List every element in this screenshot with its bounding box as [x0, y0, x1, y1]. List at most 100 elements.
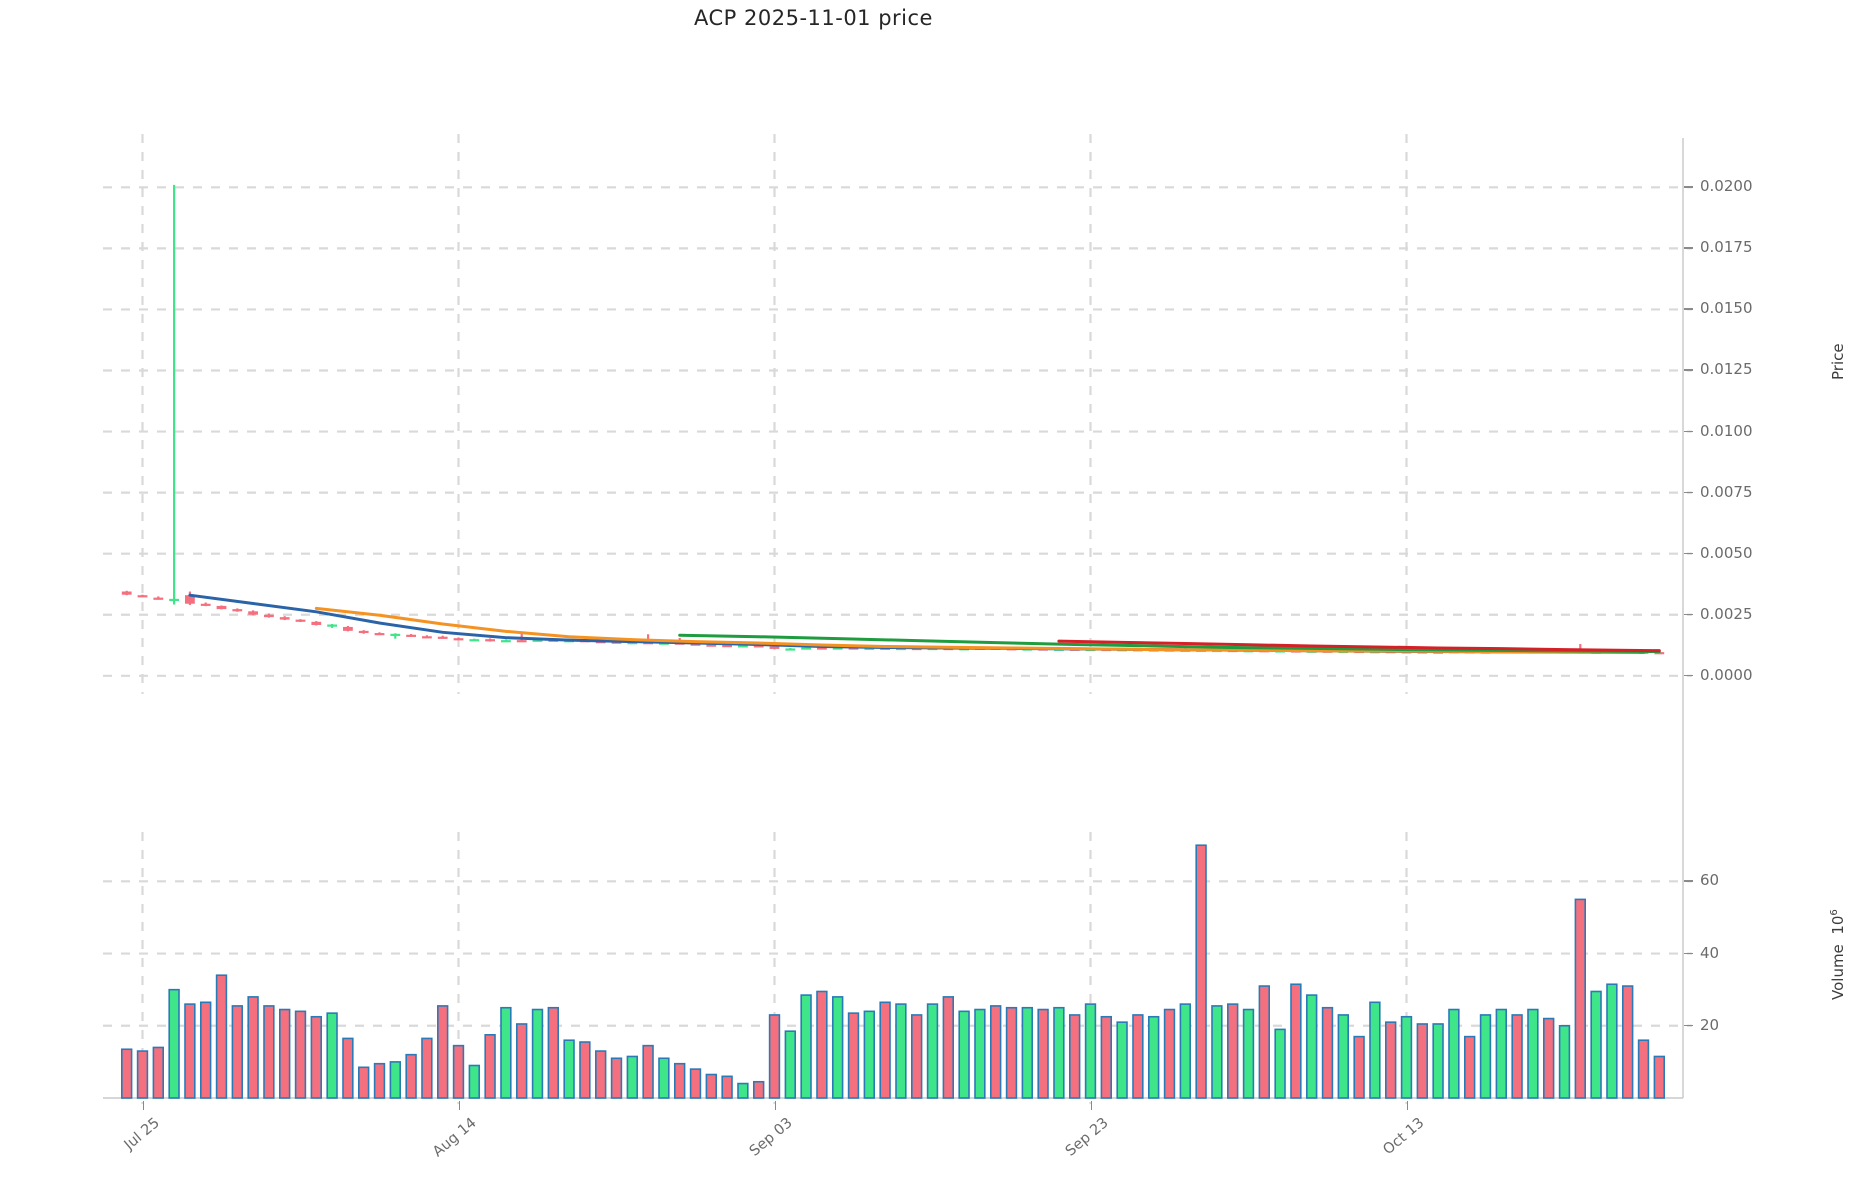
price-axis-tickmark [1684, 613, 1693, 616]
volume-axis-exponent: 106 [1829, 909, 1847, 940]
volume-series [121, 844, 1665, 1099]
volume-axis-tickmark [1684, 880, 1693, 882]
price-axis-tick-label: 0.0125 [1700, 360, 1753, 379]
price-panel [103, 134, 1692, 694]
volume-bar [1353, 1035, 1365, 1099]
volume-bar [974, 1008, 986, 1099]
volume-bar [279, 1008, 291, 1099]
candle-body [437, 636, 448, 639]
overlay-line-ma_green [678, 633, 1661, 654]
volume-bar [1590, 990, 1602, 1099]
volume-bar [184, 1003, 196, 1099]
volume-bar [405, 1053, 417, 1099]
volume-bar [1416, 1023, 1428, 1099]
volume-bar [958, 1010, 970, 1099]
overlay-lines [188, 593, 1661, 654]
volume-bar [1637, 1039, 1650, 1099]
volume-bar [1258, 985, 1270, 1099]
x-axis-tick-label: Aug 14 [429, 1115, 480, 1161]
volume-bar [421, 1037, 433, 1099]
volume-bar [547, 1006, 559, 1099]
candle-body [343, 626, 353, 631]
candle-body [832, 647, 843, 650]
volume-bar [231, 1005, 243, 1099]
candle-body [1654, 652, 1665, 655]
chart-title: ACP 2025-11-01 price [694, 6, 933, 30]
candle-body [753, 645, 764, 648]
volume-bar [658, 1057, 670, 1099]
x-axis-tickmark [458, 1101, 461, 1110]
volume-bar [168, 988, 180, 1099]
x-axis-tick-label: Sep 03 [746, 1115, 796, 1160]
candle-body [422, 636, 432, 639]
volume-bar [990, 1005, 1002, 1099]
x-axis-tick-label: Sep 23 [1062, 1115, 1112, 1160]
candle-body [374, 633, 385, 636]
volume-bar [1100, 1015, 1112, 1099]
volume-bar [1543, 1017, 1555, 1099]
volume-bar [1448, 1008, 1460, 1099]
volume-bar [263, 1005, 275, 1099]
candle-body [358, 630, 369, 634]
volume-bar [674, 1062, 686, 1099]
volume-bar [610, 1057, 623, 1099]
price-axis-title: Price [1829, 343, 1847, 380]
volume-bar [358, 1066, 370, 1099]
candle-body [406, 634, 416, 637]
candle-body [327, 624, 337, 627]
volume-bar [800, 994, 812, 1099]
candle-body [848, 647, 859, 650]
volume-bar [926, 1003, 939, 1099]
candle-body [264, 614, 274, 618]
candle-body [738, 645, 748, 648]
volume-bar [1337, 1014, 1349, 1099]
price-axis-tickmark [1684, 491, 1693, 494]
volume-bar [721, 1075, 733, 1099]
overlay-line-ma_blue [188, 593, 1645, 654]
volume-panel [103, 138, 1692, 1104]
volume-bar [1622, 985, 1634, 1099]
volume-bar [942, 996, 954, 1099]
price-axis-tick-label: 0.0200 [1700, 177, 1753, 196]
price-axis-tick-label: 0.0175 [1700, 238, 1753, 257]
candle-body [864, 647, 875, 650]
volume-bar [326, 1012, 338, 1099]
volume-axis-label-text: Volume [1829, 944, 1847, 1000]
volume-bar [863, 1010, 875, 1099]
volume-bar [1290, 983, 1302, 1099]
candle-body [248, 611, 258, 615]
volume-bar [1306, 994, 1318, 1099]
volume-bar [1069, 1014, 1081, 1099]
volume-bar [500, 1006, 512, 1099]
candle-body [706, 644, 717, 647]
volume-bar [1148, 1015, 1160, 1099]
volume-bar [816, 990, 828, 1099]
volume-axis-tickmark [1684, 1024, 1693, 1027]
candle-body [769, 646, 780, 649]
candle-body [153, 597, 164, 600]
volume-bar [1495, 1008, 1507, 1099]
volume-bar [1574, 898, 1586, 1099]
volume-axis-tick-label: 40 [1700, 943, 1720, 962]
volume-bar [1321, 1006, 1334, 1099]
price-axis-tick-label: 0.0000 [1700, 665, 1753, 684]
candle-body [232, 609, 243, 612]
candle-body [501, 640, 511, 643]
volume-bar [484, 1034, 496, 1099]
price-axis-tick-label: 0.0075 [1700, 482, 1753, 501]
volume-bar [342, 1037, 354, 1099]
volume-bar [200, 1001, 212, 1099]
x-axis-tickmark [1090, 1101, 1093, 1110]
volume-bar [310, 1015, 322, 1099]
price-axis-tickmark [1684, 430, 1693, 433]
volume-bar [373, 1062, 386, 1099]
volume-bar [784, 1030, 796, 1099]
volume-bar [705, 1073, 717, 1099]
volume-bar [1274, 1028, 1286, 1099]
price-axis-tick-label: 0.0100 [1700, 421, 1753, 440]
volume-bar [1400, 1015, 1413, 1099]
volume-plot [103, 138, 1692, 1104]
candle-body [485, 639, 495, 642]
volume-bar [1606, 983, 1618, 1099]
volume-bar [1163, 1008, 1176, 1099]
